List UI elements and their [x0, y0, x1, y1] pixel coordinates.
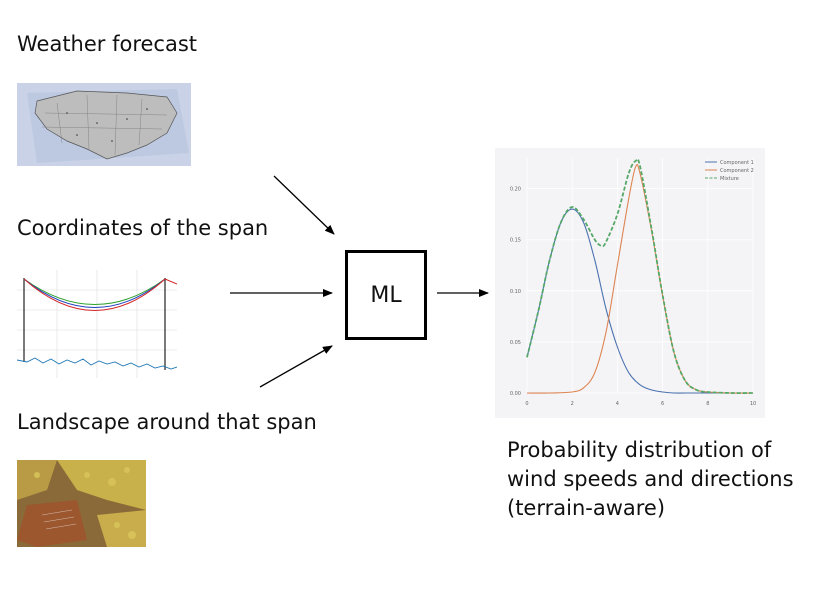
x-tick-label: 2	[571, 401, 574, 407]
x-tick-label: 0	[525, 401, 528, 407]
legend-entry: Component 2	[720, 168, 754, 174]
x-tick-label: 6	[661, 401, 664, 407]
y-tick-label: 0.10	[510, 289, 521, 295]
weather-map-thumbnail	[17, 83, 191, 166]
y-tick-label: 0.20	[510, 187, 521, 193]
y-tick-label: 0.00	[510, 391, 521, 397]
terrain-thumbnail	[17, 460, 146, 547]
legend-entry: Mixture	[720, 176, 739, 182]
ml-model-box: ML	[345, 250, 427, 340]
landscape-label: Landscape around that span	[17, 410, 317, 434]
series-line-3	[526, 158, 754, 394]
weather-arrow	[273, 175, 335, 235]
probability-distribution-chart: 0 2 4 6 8 10 0.00 0.05 0.10 0.15 0.20 Component 1 C…	[495, 148, 765, 418]
x-tick-label: 8	[706, 401, 709, 407]
output-description: Probability distribution of wind speeds …	[507, 438, 794, 520]
coordinates-label: Coordinates of the span	[17, 216, 269, 240]
landscape-arrow	[259, 345, 333, 388]
y-tick-label: 0.05	[510, 340, 521, 346]
y-tick-label: 0.15	[510, 238, 521, 244]
legend-entry: Component 1	[720, 160, 754, 166]
weather-forecast-label: Weather forecast	[17, 32, 198, 56]
span-profile-thumbnail	[17, 270, 177, 378]
x-tick-label: 4	[616, 401, 619, 407]
ml-label: ML	[370, 282, 402, 308]
x-tick-label: 10	[750, 401, 756, 407]
